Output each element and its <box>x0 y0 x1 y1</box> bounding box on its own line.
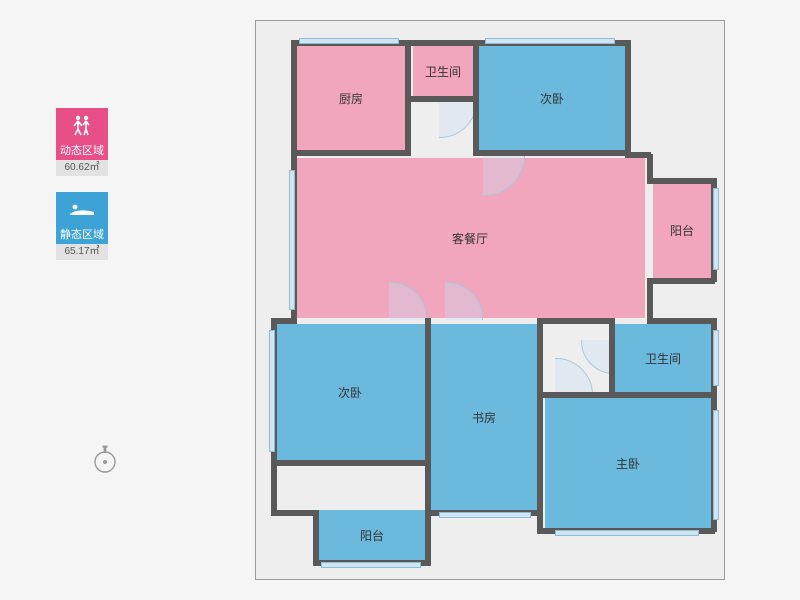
window <box>269 330 275 452</box>
room-bed2a: 次卧 <box>479 44 625 152</box>
room-bath1: 卫生间 <box>413 44 473 98</box>
room-label-study: 书房 <box>472 409 496 426</box>
window <box>555 530 699 536</box>
room-balcony1: 阳台 <box>653 182 711 278</box>
room-label-kitchen: 厨房 <box>339 90 363 107</box>
room-bed2b: 次卧 <box>275 324 425 460</box>
wall <box>271 460 427 466</box>
wall <box>647 278 653 320</box>
room-label-bed2b: 次卧 <box>338 384 362 401</box>
window <box>439 512 531 518</box>
room-label-balcony1: 阳台 <box>670 222 694 239</box>
window <box>321 562 421 568</box>
floor-plan: 厨房卫生间次卧客餐厅阳台次卧书房卫生间主卧阳台 <box>255 20 725 580</box>
legend-static-title: 静态区域 <box>56 226 108 244</box>
window <box>289 170 295 310</box>
room-label-bath2: 卫生间 <box>645 350 681 367</box>
room-kitchen: 厨房 <box>295 44 407 152</box>
wall <box>537 318 613 324</box>
room-balcony2: 阳台 <box>319 510 425 560</box>
active-people-icon <box>69 114 95 136</box>
legend-dynamic-value: 60.62㎡ <box>56 160 108 176</box>
wall <box>313 510 319 564</box>
window <box>713 410 719 520</box>
window <box>299 38 399 44</box>
wall <box>537 392 715 398</box>
room-label-balcony2: 阳台 <box>360 527 384 544</box>
wall <box>647 154 653 182</box>
legend-dynamic: 动态区域 60.62㎡ <box>56 108 108 176</box>
wall <box>609 318 615 396</box>
wall <box>425 510 431 564</box>
legend-dynamic-icon <box>56 108 108 142</box>
wall <box>473 150 629 156</box>
room-bath2: 卫生间 <box>615 324 711 392</box>
wall <box>425 318 431 514</box>
room-label-master: 主卧 <box>616 455 640 472</box>
legend-dynamic-title: 动态区域 <box>56 142 108 160</box>
wall <box>271 510 319 516</box>
canvas: { "background_color": "#f5f5f5", "colors… <box>0 0 800 600</box>
wall <box>647 178 715 184</box>
window <box>713 188 719 270</box>
legend-static-icon <box>56 192 108 226</box>
room-study: 书房 <box>431 324 537 510</box>
wall <box>473 40 479 154</box>
window <box>713 330 719 386</box>
legend-static: 静态区域 65.17㎡ <box>56 192 108 260</box>
legend-static-value: 65.17㎡ <box>56 244 108 260</box>
wall <box>625 40 631 156</box>
wall <box>291 150 411 156</box>
wall <box>647 278 715 284</box>
compass-icon <box>92 445 118 471</box>
wall <box>411 96 475 102</box>
room-master: 主卧 <box>545 398 711 528</box>
room-label-bed2a: 次卧 <box>540 90 564 107</box>
window <box>485 38 615 44</box>
room-label-living: 客餐厅 <box>452 230 488 247</box>
resting-person-icon <box>68 200 96 218</box>
wall <box>537 318 543 514</box>
wall <box>647 318 717 324</box>
room-label-bath1: 卫生间 <box>425 63 461 80</box>
